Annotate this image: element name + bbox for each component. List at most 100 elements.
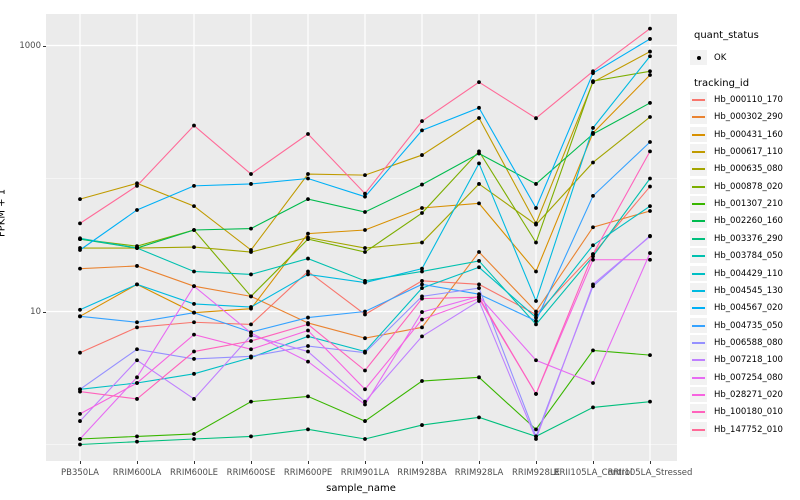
legend-item-label: Hb_004567_020	[714, 303, 783, 314]
legend-line-icon	[692, 185, 705, 188]
data-point	[420, 334, 424, 339]
data-point	[363, 194, 367, 199]
legend-line-icon	[692, 359, 705, 362]
data-point	[363, 350, 367, 355]
data-point	[78, 197, 82, 202]
data-point	[249, 272, 253, 277]
data-point	[192, 371, 196, 376]
data-point	[648, 26, 652, 31]
data-point	[306, 197, 310, 202]
data-point	[420, 278, 424, 283]
data-point	[420, 153, 424, 157]
data-point	[534, 318, 538, 323]
data-point	[306, 172, 310, 176]
y-tick-mark	[43, 45, 46, 47]
x-tick-label: RRIM600PE	[283, 468, 333, 478]
legend-line-icon	[692, 220, 705, 223]
data-point	[534, 299, 538, 303]
data-point	[249, 294, 253, 299]
data-point	[363, 368, 367, 373]
data-point	[249, 347, 253, 352]
legend-line-icon	[692, 255, 705, 258]
legend-item-label: Hb_006588_080	[714, 337, 783, 348]
data-point	[135, 264, 139, 268]
data-point	[420, 310, 424, 314]
data-point	[591, 79, 595, 83]
data-point	[192, 204, 196, 209]
data-point	[420, 423, 424, 427]
data-point	[192, 228, 196, 232]
data-point	[477, 286, 481, 290]
data-point	[591, 405, 595, 410]
data-point	[135, 375, 139, 380]
legend-item-label: Hb_000431_160	[714, 129, 783, 140]
legend-key-swatch	[690, 334, 707, 350]
legend-line-icon	[692, 341, 705, 344]
legend-key-swatch	[690, 369, 707, 385]
y-tick-mark	[43, 311, 46, 313]
data-point	[591, 132, 595, 136]
data-point	[534, 392, 538, 396]
x-tick-mark	[308, 461, 309, 464]
data-point	[78, 437, 82, 441]
legend-item-label: Hb_003784_050	[714, 251, 783, 262]
data-point	[135, 347, 139, 352]
data-point	[249, 399, 253, 404]
data-point	[363, 399, 367, 404]
data-point	[78, 350, 82, 355]
data-point	[306, 256, 310, 261]
y-tick-label: 1000	[19, 40, 41, 51]
data-point	[192, 310, 196, 315]
data-point	[135, 246, 139, 250]
data-point	[363, 387, 367, 392]
data-point	[135, 320, 139, 325]
legend-key-swatch	[690, 352, 707, 368]
data-point	[534, 427, 538, 432]
data-point	[591, 243, 595, 248]
data-point	[192, 302, 196, 306]
legend-line-icon	[692, 307, 705, 310]
data-point	[477, 161, 481, 166]
data-point	[648, 257, 652, 262]
x-tick-mark	[365, 461, 366, 464]
data-point	[534, 437, 538, 441]
legend-item-label: Hb_003376_290	[714, 233, 783, 244]
data-point	[648, 353, 652, 358]
data-point	[477, 265, 481, 270]
x-tick-label: RRIM901LA	[340, 468, 390, 478]
data-point	[135, 358, 139, 363]
data-point	[192, 284, 196, 289]
legend-line-icon	[692, 393, 705, 396]
x-tick-label: RRIM928LA	[454, 468, 504, 478]
x-axis-title: sample_name	[326, 483, 396, 494]
legend-line-icon	[692, 99, 705, 101]
legend-item-label: Hb_100180_010	[714, 407, 783, 418]
data-point	[249, 250, 253, 254]
data-point	[591, 381, 595, 385]
legend-item-label: Hb_004429_110	[714, 268, 783, 279]
data-point	[78, 266, 82, 271]
data-point	[648, 234, 652, 239]
x-tick-mark	[422, 461, 423, 464]
data-point	[78, 248, 82, 252]
legend-key-swatch	[690, 178, 707, 194]
legend-item-label: Hb_004545_130	[714, 285, 783, 296]
data-point	[648, 399, 652, 404]
data-point	[135, 397, 139, 401]
data-point	[648, 204, 652, 209]
data-point	[363, 280, 367, 285]
data-point	[534, 309, 538, 314]
legend-item-label: Hb_000635_080	[714, 164, 783, 175]
data-point	[420, 282, 424, 287]
x-tick-label: RRII105LA_Stressed	[607, 468, 693, 478]
x-tick-label: RRII105LA_Control	[553, 468, 633, 478]
legend-item-label: Hb_028271_020	[714, 389, 783, 400]
data-point	[192, 123, 196, 128]
data-point	[78, 236, 82, 241]
x-tick-mark	[80, 461, 81, 464]
data-point	[363, 402, 367, 407]
data-point	[477, 151, 481, 156]
data-point	[249, 331, 253, 335]
legend-item-label: Hb_000302_290	[714, 112, 783, 123]
data-point	[363, 419, 367, 423]
